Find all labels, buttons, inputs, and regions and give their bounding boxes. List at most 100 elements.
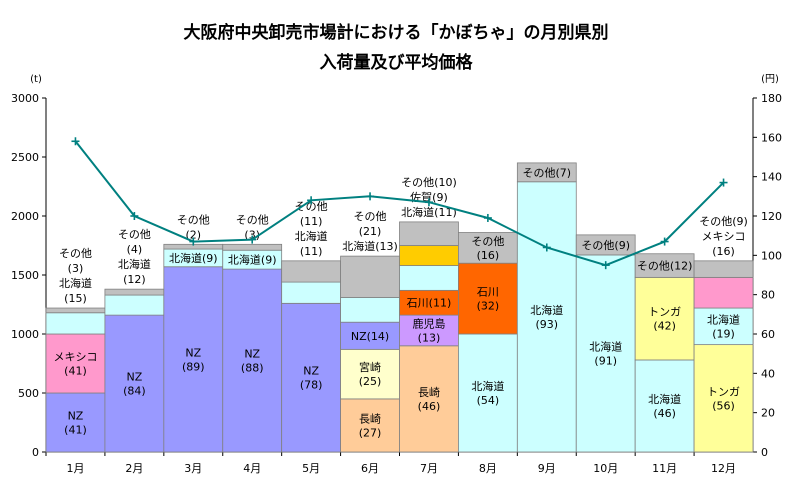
x-tick-label: 8月 [479, 462, 497, 475]
bar-segment-mexico [45, 333, 106, 394]
bar-annotation: 北海道(11) [401, 205, 457, 219]
bar-segment-label: 北海道 [471, 379, 504, 393]
bar-segment-label: (27) [359, 426, 382, 439]
x-tick-label: 4月 [243, 462, 261, 475]
bar-segment-label: NZ(14) [351, 330, 389, 343]
bar-segment-label: (93) [535, 318, 558, 331]
price-point [601, 261, 610, 270]
price-point [719, 178, 728, 187]
price-point [130, 212, 139, 220]
bar-annotation: その他(10) [401, 176, 457, 189]
price-point [483, 213, 492, 222]
bar-annotation: (4) [127, 243, 143, 256]
bar-segment-label: (16) [477, 249, 500, 262]
bar-segment-other [516, 162, 577, 183]
bar-segment-label: (78) [300, 379, 323, 392]
bar-annotation: (21) [359, 225, 382, 238]
bar-segment-other [45, 307, 106, 314]
bar-segment-label: NZ [244, 348, 260, 361]
bar-annotation: (12) [123, 273, 146, 286]
bar-segment-label: メキシコ [53, 351, 97, 364]
bar-annotation: 北海道(13) [342, 239, 398, 253]
bar-segment-label: その他(12) [637, 260, 693, 273]
bar-segment-hokkaido [281, 281, 341, 304]
x-tick-label: 6月 [361, 462, 379, 475]
price-point [542, 243, 551, 252]
bar-annotation: その他 [236, 213, 269, 226]
bar-annotation: その他 [59, 247, 92, 260]
right-tick-label: 60 [761, 328, 775, 341]
price-line [74, 140, 725, 267]
price-point [307, 196, 316, 205]
bar-annotation: メキシコ [702, 230, 746, 243]
bar-segment-label: 石川(11) [407, 297, 452, 310]
bar-segment-label: (54) [477, 394, 500, 407]
bar-annotation: (11) [300, 215, 323, 228]
bar-segment-label: その他(9) [581, 239, 630, 252]
bar-segment-other [575, 234, 636, 256]
bar-segment-label: NZ [185, 346, 201, 359]
right-tick-label: 180 [761, 92, 782, 105]
bar-segment-label: 北海道(9) [228, 253, 277, 267]
right-tick-label: 0 [761, 446, 768, 459]
bar-segment-label: (91) [594, 354, 617, 367]
bar-segment-label: 北海道 [648, 392, 681, 406]
bar-segment-hokkaido [575, 254, 636, 453]
bar-annotation: その他(9) [699, 215, 748, 228]
bar-segment-hokkaido [693, 307, 754, 346]
left-tick-label: 2000 [11, 210, 39, 223]
bar-segment-nagasaki [340, 398, 400, 453]
bar-annotation: 北海道 [118, 257, 151, 271]
bar-segment-hokkaido [516, 181, 577, 453]
bar-segment-other [693, 260, 754, 278]
bar-segment-label: (41) [64, 365, 87, 378]
right-tick-label: 80 [761, 289, 775, 302]
bar-annotation: その他 [177, 213, 210, 226]
x-tick-label: 5月 [302, 462, 320, 475]
bar-segment-label: トンガ [648, 306, 681, 319]
chart-title-line2: 入荷量及び平均価格 [320, 52, 474, 73]
bar-segment-nz [281, 302, 341, 453]
bar-annotation: 北海道 [59, 276, 92, 290]
x-tick-label: 7月 [420, 462, 438, 475]
bar-annotation: (11) [300, 245, 323, 258]
price-point [71, 137, 80, 146]
left-tick-label: 1000 [11, 328, 39, 341]
bar-segment-label: 宮崎 [359, 360, 381, 374]
bar-segment-mexico [693, 276, 754, 309]
bar-segment-other [340, 255, 400, 298]
bar-annotation: (3) [68, 262, 84, 275]
bar-segment-hokkaido [340, 297, 400, 323]
bar-segment-label: 鹿児島 [412, 316, 445, 330]
chart-title-line1: 大阪府中央卸売市場計における「かぼちゃ」の月別県別 [184, 22, 609, 43]
x-tick-label: 12月 [711, 462, 736, 475]
price-point [189, 237, 198, 246]
bar-segment-label: (42) [653, 320, 676, 333]
bar-segment-nagasaki [399, 345, 459, 453]
bar-annotation: その他 [118, 228, 151, 241]
bar-segment-label: (88) [241, 362, 264, 375]
price-point [424, 198, 433, 207]
left-tick-label: 2500 [11, 151, 39, 164]
bar-segment-label: 石川 [477, 286, 499, 299]
bar-segment-hokkaido [45, 312, 106, 335]
right-tick-label: 20 [761, 407, 775, 420]
left-tick-label: 3000 [11, 92, 39, 105]
bar-segment-other [281, 260, 341, 283]
bar-segment-hokkaido [634, 359, 695, 453]
bar-segment-label: トンガ [707, 385, 740, 398]
bar-segment-other [458, 232, 518, 264]
bar-annotation: その他 [354, 210, 387, 223]
bar-segment-label: 北海道 [707, 312, 740, 326]
bar-segment-label: (32) [477, 300, 500, 313]
bar-segment-nz [104, 314, 165, 453]
price-point [248, 235, 257, 244]
plot-area: 0 500 1000 1500 2000 2500 3000 0 20 40 60 80 100 120 1… [11, 92, 782, 475]
bar-segment-label: 長崎 [359, 411, 381, 425]
right-tick-label: 140 [761, 171, 782, 184]
x-tick-label: 3月 [184, 462, 202, 475]
bar-segment-label: 北海道 [589, 339, 622, 353]
bar-segment-label: (84) [123, 385, 146, 398]
bar-segment-label: 北海道(9) [169, 251, 218, 265]
